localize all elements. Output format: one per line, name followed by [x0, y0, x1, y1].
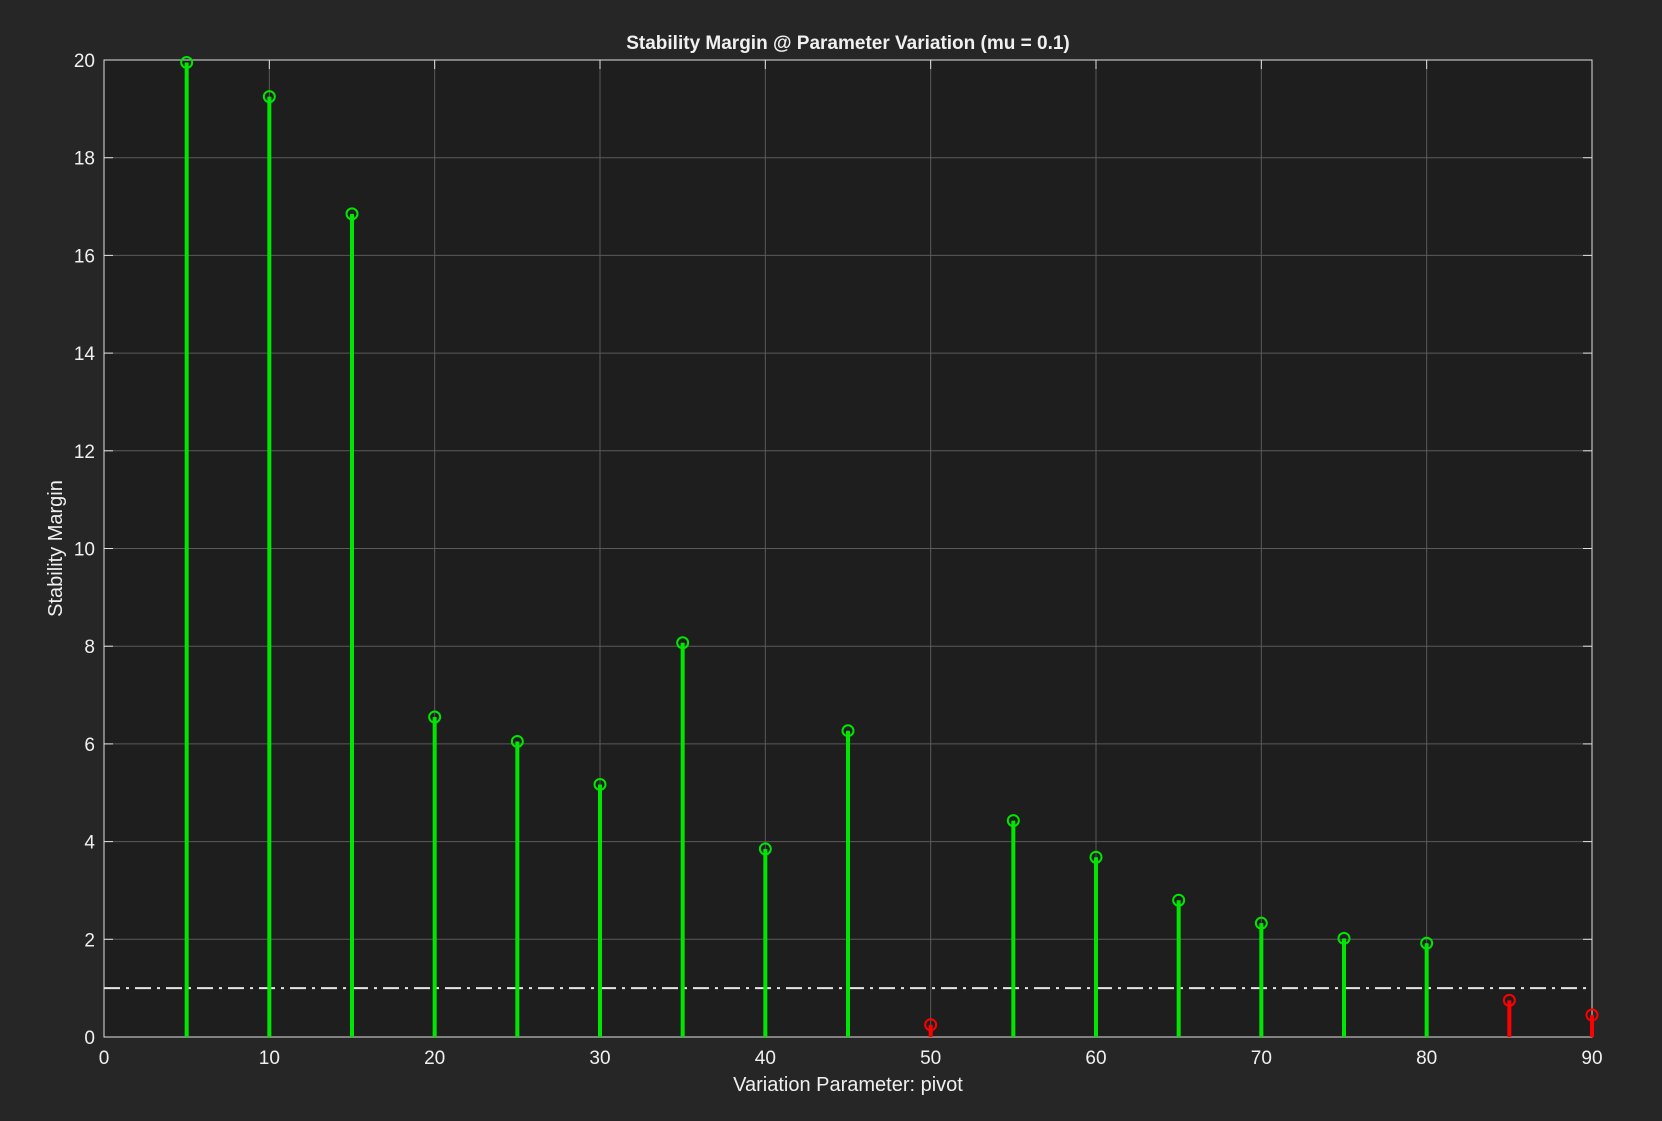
y-tick-label: 0	[84, 1028, 95, 1049]
y-tick-label: 20	[74, 51, 95, 72]
y-tick-label: 6	[84, 735, 95, 756]
stem-marker	[1254, 916, 1268, 930]
y-tick-label: 2	[84, 930, 95, 951]
stem-marker	[676, 636, 690, 650]
x-axis-label: Variation Parameter: pivot	[733, 1074, 963, 1096]
y-tick-label: 8	[84, 637, 95, 658]
stem-marker	[1172, 893, 1186, 907]
stem-marker	[924, 1018, 938, 1032]
x-tick-label: 80	[1416, 1048, 1437, 1069]
x-tick-label: 40	[755, 1048, 776, 1069]
x-tick-label: 90	[1581, 1048, 1602, 1069]
stem-marker	[758, 842, 772, 856]
x-tick-label: 0	[99, 1048, 110, 1069]
stem-marker	[180, 55, 194, 69]
y-tick-label: 10	[74, 540, 95, 561]
stem-marker	[1585, 1008, 1599, 1022]
y-tick-label: 16	[74, 246, 95, 267]
stem-marker	[841, 724, 855, 738]
stem-marker	[1337, 931, 1351, 945]
stem-marker	[1006, 814, 1020, 828]
stems	[180, 55, 1599, 1037]
stem-marker	[1089, 850, 1103, 864]
x-tick-label: 20	[424, 1048, 445, 1069]
x-tick-label: 30	[589, 1048, 610, 1069]
y-axis-label: Stability Margin	[45, 480, 67, 617]
stem-marker	[510, 734, 524, 748]
stem-marker	[1420, 936, 1434, 950]
chart-title: Stability Margin @ Parameter Variation (…	[626, 33, 1070, 54]
stem-marker	[593, 777, 607, 791]
stem-marker	[428, 710, 442, 724]
stem-marker	[345, 207, 359, 221]
y-tick-label: 14	[74, 344, 96, 365]
x-tick-label: 60	[1085, 1048, 1106, 1069]
stem-marker	[262, 90, 276, 104]
y-tick-label: 18	[74, 149, 95, 170]
y-tick-label: 4	[84, 833, 95, 854]
stem-marker	[1502, 993, 1516, 1007]
x-tick-label: 70	[1251, 1048, 1272, 1069]
x-axis: 0 10 20 30 40 50 60 70 80 90	[99, 60, 1603, 1069]
x-tick-label: 50	[920, 1048, 941, 1069]
y-axis: 0 2 4 6 8 10 12 14 16 18 20	[74, 51, 1592, 1049]
x-tick-label: 10	[259, 1048, 280, 1069]
y-tick-label: 12	[74, 442, 95, 463]
